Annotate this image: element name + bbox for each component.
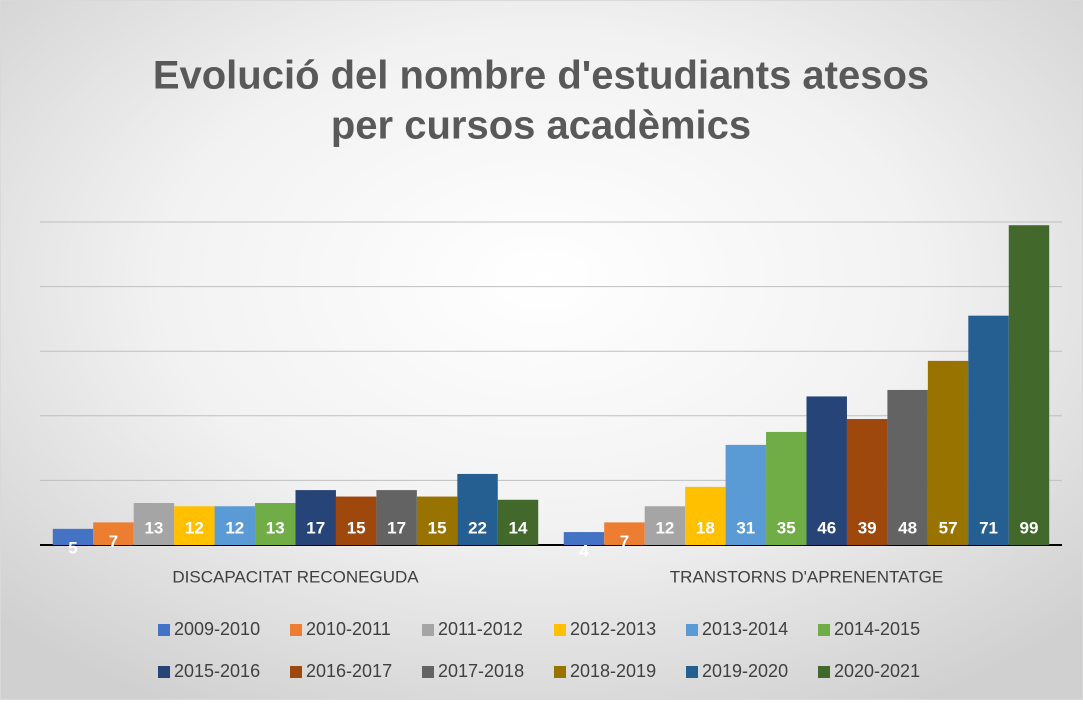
legend-swatch xyxy=(554,624,566,636)
data-label: 31 xyxy=(736,518,755,537)
legend-swatch xyxy=(818,624,830,636)
bar xyxy=(725,444,767,545)
legend-swatch xyxy=(290,624,302,636)
bar xyxy=(968,315,1009,545)
bar xyxy=(644,506,686,545)
x-tick-label: TRANSTORNS D'APRENENTATGE xyxy=(670,567,943,586)
data-label: 46 xyxy=(817,518,836,537)
legend-label: 2014-2015 xyxy=(834,619,920,639)
legend-label: 2015-2016 xyxy=(174,661,260,681)
bar xyxy=(52,528,94,545)
bar xyxy=(887,389,928,545)
bar xyxy=(685,486,726,545)
bar xyxy=(174,506,215,545)
legend-label: 2012-2013 xyxy=(570,619,656,639)
legend-swatch xyxy=(422,666,434,678)
data-label: 13 xyxy=(266,518,285,537)
data-label: 48 xyxy=(898,518,917,537)
data-label: 13 xyxy=(144,518,163,537)
legend-label: 2019-2020 xyxy=(702,661,788,681)
legend-label: 2016-2017 xyxy=(306,661,392,681)
data-label: 15 xyxy=(347,518,366,537)
bar xyxy=(846,419,888,545)
legend-label: 2020-2021 xyxy=(834,661,920,681)
data-label: 17 xyxy=(387,518,406,537)
data-label: 22 xyxy=(468,518,487,537)
bar xyxy=(376,490,417,545)
bar xyxy=(255,503,296,545)
legend-swatch xyxy=(818,666,830,678)
data-label: 15 xyxy=(428,518,447,537)
bar xyxy=(416,496,458,545)
data-label: 71 xyxy=(979,518,998,537)
legend-label: 2010-2011 xyxy=(306,619,391,639)
legend-swatch xyxy=(158,624,170,636)
legend-label: 2009-2010 xyxy=(174,619,260,639)
legend-label: 2018-2019 xyxy=(570,661,656,681)
legend-swatch xyxy=(422,624,434,636)
data-label: 12 xyxy=(655,518,674,537)
data-label: 35 xyxy=(777,518,796,537)
data-label: 39 xyxy=(858,518,877,537)
legend-swatch xyxy=(686,624,698,636)
bar xyxy=(766,431,807,545)
data-label: 12 xyxy=(185,518,204,537)
bar xyxy=(563,532,605,545)
bar xyxy=(604,522,645,545)
bar xyxy=(457,473,498,545)
chart-title: Evolució del nombre d'estudiants atesos xyxy=(153,54,929,98)
legend-swatch xyxy=(554,666,566,678)
bar xyxy=(497,499,539,545)
data-label: 12 xyxy=(225,518,244,537)
legend-swatch xyxy=(290,666,302,678)
bar xyxy=(1008,225,1050,546)
data-label: 99 xyxy=(1020,518,1039,537)
data-label: 57 xyxy=(939,518,958,537)
data-label: 18 xyxy=(696,518,715,537)
bar xyxy=(335,496,377,545)
data-label: 7 xyxy=(109,532,118,551)
bar xyxy=(214,506,256,545)
data-label: 7 xyxy=(620,532,629,551)
bar xyxy=(295,490,336,545)
legend-label: 2013-2014 xyxy=(702,619,788,639)
data-label: 14 xyxy=(509,518,528,537)
legend-swatch xyxy=(158,666,170,678)
bar xyxy=(927,360,969,545)
bar xyxy=(93,522,134,545)
bar xyxy=(806,396,847,545)
data-label: 17 xyxy=(306,518,325,537)
bar xyxy=(133,503,175,545)
x-tick-label: DISCAPACITAT RECONEGUDA xyxy=(172,567,419,586)
data-label: 4 xyxy=(579,542,589,561)
data-label: 5 xyxy=(68,538,77,557)
legend-label: 2011-2012 xyxy=(438,619,523,639)
chart-title: per cursos acadèmics xyxy=(331,104,751,148)
legend-label: 2017-2018 xyxy=(438,661,524,681)
legend-swatch xyxy=(686,666,698,678)
